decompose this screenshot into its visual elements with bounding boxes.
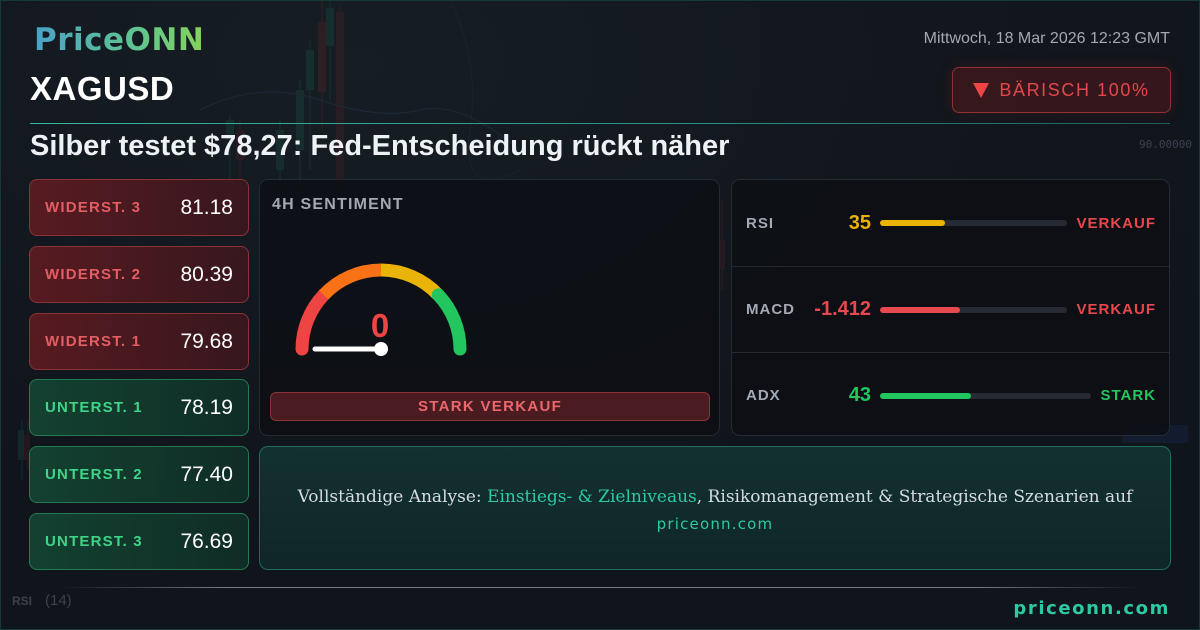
indicator-bar — [880, 392, 1091, 399]
level-resistance-3: WIDERST. 3 81.18 — [29, 179, 249, 236]
indicator-name: RSI — [746, 214, 775, 232]
level-value: 81.18 — [180, 195, 233, 219]
cta-link[interactable]: priceonn.com — [656, 515, 774, 533]
level-label: UNTERST. 1 — [45, 399, 143, 416]
sentiment-gauge-card: 4H SENTIMENT 0 STARK VERKAUF — [259, 179, 720, 436]
level-label: WIDERST. 2 — [45, 266, 142, 283]
cta-highlight: Einstiegs- & Zielniveaus — [487, 487, 697, 507]
background-rsi-period: (14) — [45, 592, 72, 609]
indicator-bar-fill — [880, 220, 946, 226]
level-label: UNTERST. 3 — [45, 533, 143, 550]
indicator-signal: VERKAUF — [1076, 214, 1156, 232]
indicator-bar-fill — [880, 306, 961, 313]
brand-logo: PriceONN — [34, 22, 205, 58]
sentiment-badge-label: BÄRISCH 100% — [999, 79, 1150, 100]
indicator-row-adx: ADX 43 STARK — [732, 352, 1169, 438]
level-support-1: UNTERST. 1 78.19 — [29, 379, 249, 436]
indicator-name: MACD — [746, 301, 795, 318]
indicator-value: 43 — [848, 384, 871, 406]
level-resistance-2: WIDERST. 2 80.39 — [29, 246, 249, 303]
level-resistance-1: WIDERST. 1 79.68 — [29, 313, 249, 370]
cta-banner[interactable]: Vollständige Analyse: Einstiegs- & Zieln… — [259, 446, 1171, 570]
footer-divider — [60, 587, 1140, 588]
level-value: 78.19 — [180, 395, 233, 419]
level-value: 80.39 — [180, 262, 233, 286]
indicator-signal: VERKAUF — [1076, 301, 1156, 318]
indicator-row-macd: MACD -1.412 VERKAUF — [732, 266, 1169, 352]
footer-link[interactable]: priceonn.com — [1013, 598, 1170, 619]
level-value: 79.68 — [180, 329, 233, 353]
cta-prefix: Vollständige Analyse: — [297, 487, 488, 507]
indicator-value: 35 — [848, 211, 871, 234]
cta-suffix: , Risikomanagement & Strategische Szenar… — [696, 487, 1133, 507]
sentiment-gauge-icon — [295, 263, 467, 356]
indicators-card: RSI 35 VERKAUF MACD -1.412 VERKAUF ADX 4… — [731, 179, 1170, 436]
indicator-bar — [880, 306, 1067, 313]
axis-price-label: 90.00000 — [1139, 138, 1192, 151]
indicator-value: -1.412 — [814, 298, 871, 320]
level-support-2: UNTERST. 2 77.40 — [29, 446, 249, 503]
symbol-title: XAGUSD — [30, 70, 175, 107]
sentiment-badge: BÄRISCH 100% — [952, 67, 1171, 113]
level-label: UNTERST. 2 — [45, 466, 143, 483]
gauge-verdict: STARK VERKAUF — [270, 392, 710, 421]
cta-text: Vollständige Analyse: Einstiegs- & Zieln… — [260, 487, 1170, 507]
indicator-bar-fill — [880, 392, 971, 399]
gauge-value: 0 — [370, 307, 390, 344]
headline: Silber testet $78,27: Fed-Entscheidung r… — [30, 130, 730, 162]
background-rsi-label: RSI — [12, 594, 33, 608]
level-value: 77.40 — [180, 462, 233, 486]
level-support-3: UNTERST. 3 76.69 — [29, 513, 249, 570]
indicator-row-rsi: RSI 35 VERKAUF — [732, 180, 1169, 266]
level-value: 76.69 — [180, 529, 233, 553]
header-divider — [30, 123, 1170, 124]
level-label: WIDERST. 1 — [45, 333, 142, 350]
indicator-bar — [880, 220, 1067, 226]
gauge-title: 4H SENTIMENT — [272, 196, 404, 213]
indicator-signal: STARK — [1100, 387, 1156, 404]
triangle-down-icon — [973, 82, 990, 98]
datetime-label: Mittwoch, 18 Mar 2026 12:23 GMT — [923, 30, 1170, 47]
level-label: WIDERST. 3 — [45, 199, 142, 216]
indicator-name: ADX — [746, 387, 781, 404]
